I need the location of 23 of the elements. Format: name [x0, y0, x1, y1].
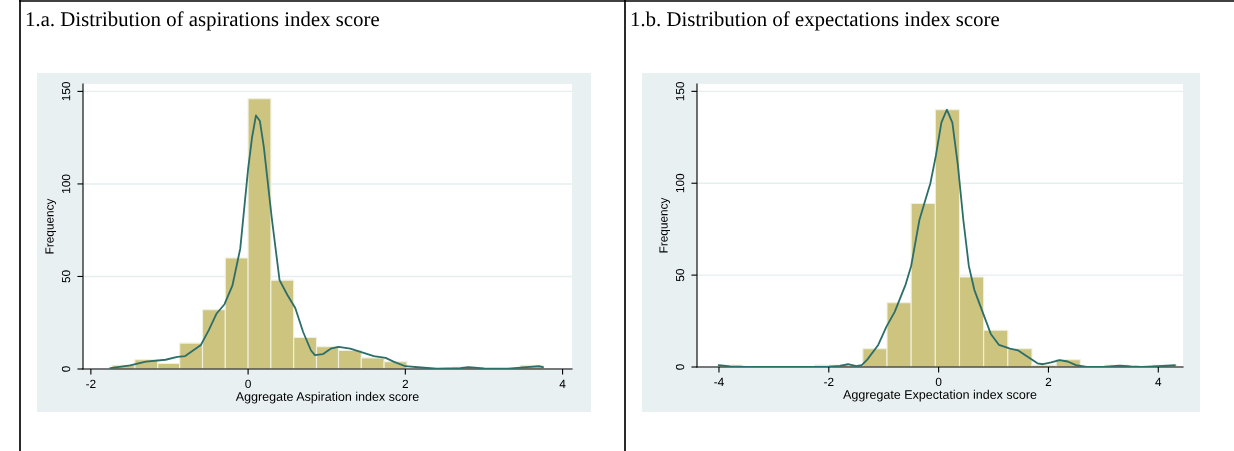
y-tick-label: 100 [61, 174, 71, 193]
x-tick-label: -4 [714, 377, 724, 386]
x-axis-title: Aggregate Expectation index score [843, 389, 1037, 402]
chart-title: 1.a. Distribution of aspirations index score [26, 11, 379, 31]
x-tick-label: 4 [559, 379, 566, 388]
y-tick-label: 50 [675, 269, 685, 282]
x-tick-label: 2 [402, 379, 409, 388]
x-tick-label: 0 [935, 377, 942, 387]
x-tick-label: -2 [86, 379, 96, 388]
x-tick-label: -2 [824, 377, 834, 386]
y-tick-label: 0 [61, 366, 71, 372]
x-axis-title: Aggregate Aspiration index score [235, 391, 419, 404]
x-tick-label: 0 [245, 379, 251, 389]
y-tick-label: 100 [675, 173, 685, 193]
y-tick-label: 150 [675, 81, 685, 101]
x-tick-label: 4 [1155, 377, 1162, 386]
y-axis-title: Frequency [45, 198, 57, 254]
chart-title: 1.b. Distribution of expectations index score [631, 11, 999, 31]
y-tick-label: 150 [61, 82, 71, 101]
y-tick-label: 0 [675, 364, 685, 370]
x-tick-label: 2 [1045, 377, 1052, 386]
y-tick-label: 50 [61, 270, 71, 283]
y-axis-title: Frequency [659, 197, 671, 253]
